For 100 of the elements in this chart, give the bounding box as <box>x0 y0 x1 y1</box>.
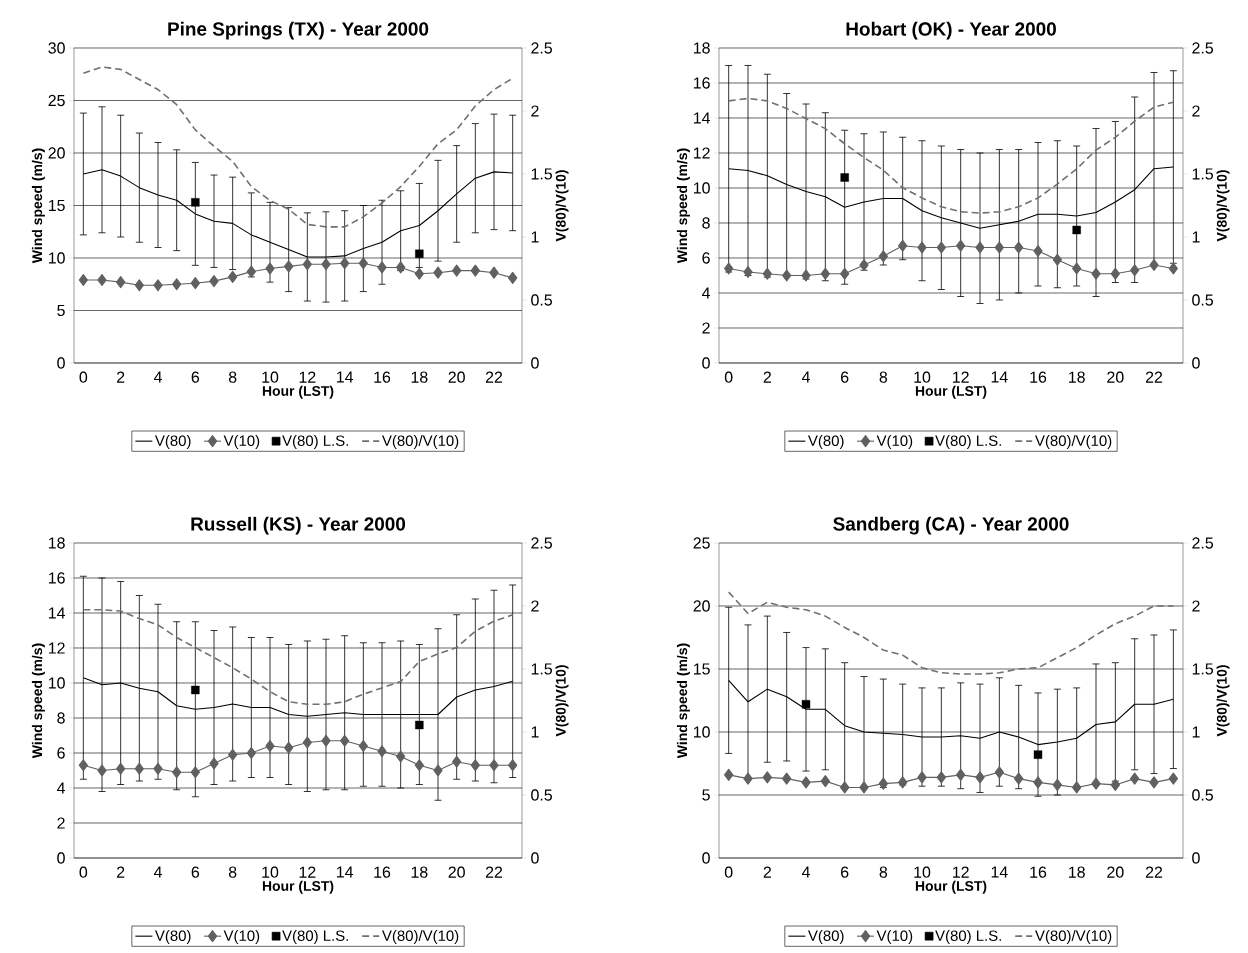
legend-label: V(80) <box>807 435 844 449</box>
point <box>1072 262 1082 275</box>
point <box>97 273 107 287</box>
x-tick-label: 2 <box>763 866 771 878</box>
y-tick-label: 16 <box>48 572 65 584</box>
y2-tick-label: 2 <box>1192 105 1200 117</box>
y2-tick-label: 0 <box>1192 852 1200 864</box>
x-tick-label: 20 <box>1107 866 1124 878</box>
x-tick-label: 0 <box>79 371 88 383</box>
legend-label: V(80) L.S. <box>935 930 1001 944</box>
point <box>859 781 869 794</box>
y-tick-label: 5 <box>702 789 710 801</box>
point <box>878 250 889 263</box>
legend-label: V(10) <box>876 435 913 449</box>
point <box>78 273 89 287</box>
point <box>227 748 238 761</box>
y-tick-label: 12 <box>48 642 65 654</box>
legend-label: V(80) L.S. <box>935 435 1001 449</box>
point <box>134 762 145 775</box>
x-tick-label: 6 <box>841 866 849 878</box>
point <box>1033 776 1043 789</box>
y2-tick-label: 1.5 <box>531 168 553 180</box>
point <box>1072 225 1081 235</box>
point <box>302 258 313 271</box>
point <box>209 757 219 770</box>
point <box>1130 772 1140 785</box>
y-tick-label: 6 <box>57 747 65 759</box>
x-tick-label: 10 <box>262 371 279 383</box>
y2-tick-label: 2.5 <box>1192 42 1214 54</box>
point <box>302 736 313 749</box>
x-tick-label: 8 <box>228 371 237 383</box>
y2-tick-label: 1.5 <box>531 663 553 675</box>
point <box>975 241 985 254</box>
point <box>209 275 219 288</box>
x-tick-label: 18 <box>411 371 428 383</box>
x-axis-title: Hour (LST) <box>915 880 987 894</box>
x-tick-label: 20 <box>448 371 465 383</box>
point <box>724 768 734 781</box>
y2-axis-title: V(80)/V(10) <box>555 170 569 242</box>
x-tick-label: 16 <box>1030 371 1047 383</box>
point <box>820 775 831 788</box>
y2-tick-label: 0.5 <box>1192 294 1214 306</box>
x-tick-label: 14 <box>991 371 1008 383</box>
x-tick-label: 14 <box>337 866 354 878</box>
point <box>321 734 331 747</box>
x-tick-label: 0 <box>724 371 733 383</box>
chart-title: Russell (KS) - Year 2000 <box>191 516 406 535</box>
legend-label: V(80)/V(10) <box>382 930 459 944</box>
point <box>433 764 443 777</box>
y2-axis-title: V(80)/V(10) <box>1216 170 1230 242</box>
x-tick-label: 10 <box>262 866 279 878</box>
y2-tick-label: 0.5 <box>1192 789 1214 801</box>
y2-tick-label: 1.5 <box>1192 168 1214 180</box>
y-axis-title: Wind speed (m/s) <box>31 148 45 264</box>
legend-label: V(80) <box>154 930 191 944</box>
y2-axis-title: V(80)/V(10) <box>555 665 569 737</box>
point <box>936 771 947 784</box>
point <box>415 720 424 730</box>
point <box>414 759 425 772</box>
y-tick-label: 10 <box>48 252 65 264</box>
point <box>1052 778 1063 791</box>
point <box>265 739 275 753</box>
point <box>377 261 387 274</box>
point <box>956 768 966 781</box>
point <box>782 772 792 785</box>
y-tick-label: 8 <box>57 712 65 724</box>
x-tick-label: 12 <box>299 371 316 383</box>
x-tick-label: 12 <box>953 371 969 383</box>
y-axis-title: Wind speed (m/s) <box>31 643 45 759</box>
x-tick-label: 6 <box>841 371 849 383</box>
legend-label: V(80)/V(10) <box>1035 435 1112 449</box>
y-axis-title: Wind speed (m/s) <box>676 643 690 759</box>
y-tick-label: 25 <box>693 537 710 549</box>
y2-axis-title: V(80)/V(10) <box>1216 665 1230 737</box>
y-tick-label: 15 <box>48 199 65 212</box>
point <box>956 239 966 252</box>
y-tick-label: 20 <box>693 600 710 612</box>
point <box>1033 244 1043 258</box>
x-tick-label: 2 <box>117 371 125 383</box>
x-tick-label: 18 <box>411 866 428 878</box>
point <box>115 762 126 775</box>
x-tick-label: 10 <box>914 371 931 383</box>
legend-label: V(80) L.S. <box>282 435 348 449</box>
y2-tick-label: 2.5 <box>531 42 553 54</box>
point <box>1149 258 1159 272</box>
y-tick-label: 16 <box>693 77 710 89</box>
x-tick-label: 14 <box>991 866 1008 878</box>
x-tick-label: 6 <box>191 371 200 383</box>
x-tick-label: 22 <box>485 371 503 383</box>
y-tick-label: 10 <box>48 677 65 689</box>
y2-tick-label: 1 <box>531 231 539 243</box>
x-axis-title: Hour (LST) <box>262 385 334 399</box>
x-tick-label: 8 <box>879 866 888 878</box>
point <box>115 276 126 289</box>
point <box>508 271 518 284</box>
point <box>171 278 182 291</box>
legend-label: V(80)/V(10) <box>1035 930 1112 944</box>
point <box>1091 267 1101 280</box>
x-tick-label: 8 <box>879 371 888 383</box>
x-tick-label: 16 <box>374 371 391 383</box>
